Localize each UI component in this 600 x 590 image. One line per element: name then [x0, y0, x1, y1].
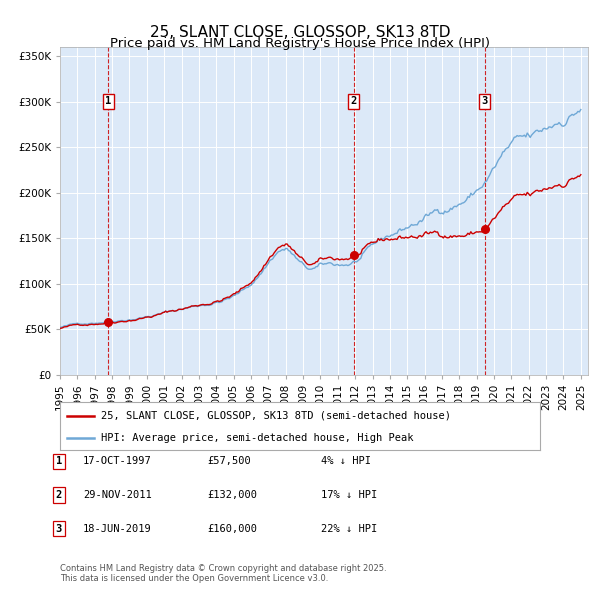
Text: 2: 2 [56, 490, 62, 500]
Text: 25, SLANT CLOSE, GLOSSOP, SK13 8TD (semi-detached house): 25, SLANT CLOSE, GLOSSOP, SK13 8TD (semi… [101, 411, 451, 421]
Text: 25, SLANT CLOSE, GLOSSOP, SK13 8TD: 25, SLANT CLOSE, GLOSSOP, SK13 8TD [150, 25, 450, 40]
Text: 17-OCT-1997: 17-OCT-1997 [83, 457, 152, 466]
Text: 17% ↓ HPI: 17% ↓ HPI [321, 490, 377, 500]
Text: 1: 1 [56, 457, 62, 466]
Text: 18-JUN-2019: 18-JUN-2019 [83, 524, 152, 533]
Text: 3: 3 [481, 96, 488, 106]
Text: Price paid vs. HM Land Registry's House Price Index (HPI): Price paid vs. HM Land Registry's House … [110, 37, 490, 50]
Text: 4% ↓ HPI: 4% ↓ HPI [321, 457, 371, 466]
Text: 1: 1 [106, 96, 112, 106]
Text: 29-NOV-2011: 29-NOV-2011 [83, 490, 152, 500]
Text: Contains HM Land Registry data © Crown copyright and database right 2025.
This d: Contains HM Land Registry data © Crown c… [60, 563, 386, 583]
Text: 3: 3 [56, 524, 62, 533]
Text: £57,500: £57,500 [207, 457, 251, 466]
Text: 22% ↓ HPI: 22% ↓ HPI [321, 524, 377, 533]
Text: 2: 2 [350, 96, 356, 106]
Text: £160,000: £160,000 [207, 524, 257, 533]
Text: HPI: Average price, semi-detached house, High Peak: HPI: Average price, semi-detached house,… [101, 433, 413, 442]
Text: £132,000: £132,000 [207, 490, 257, 500]
